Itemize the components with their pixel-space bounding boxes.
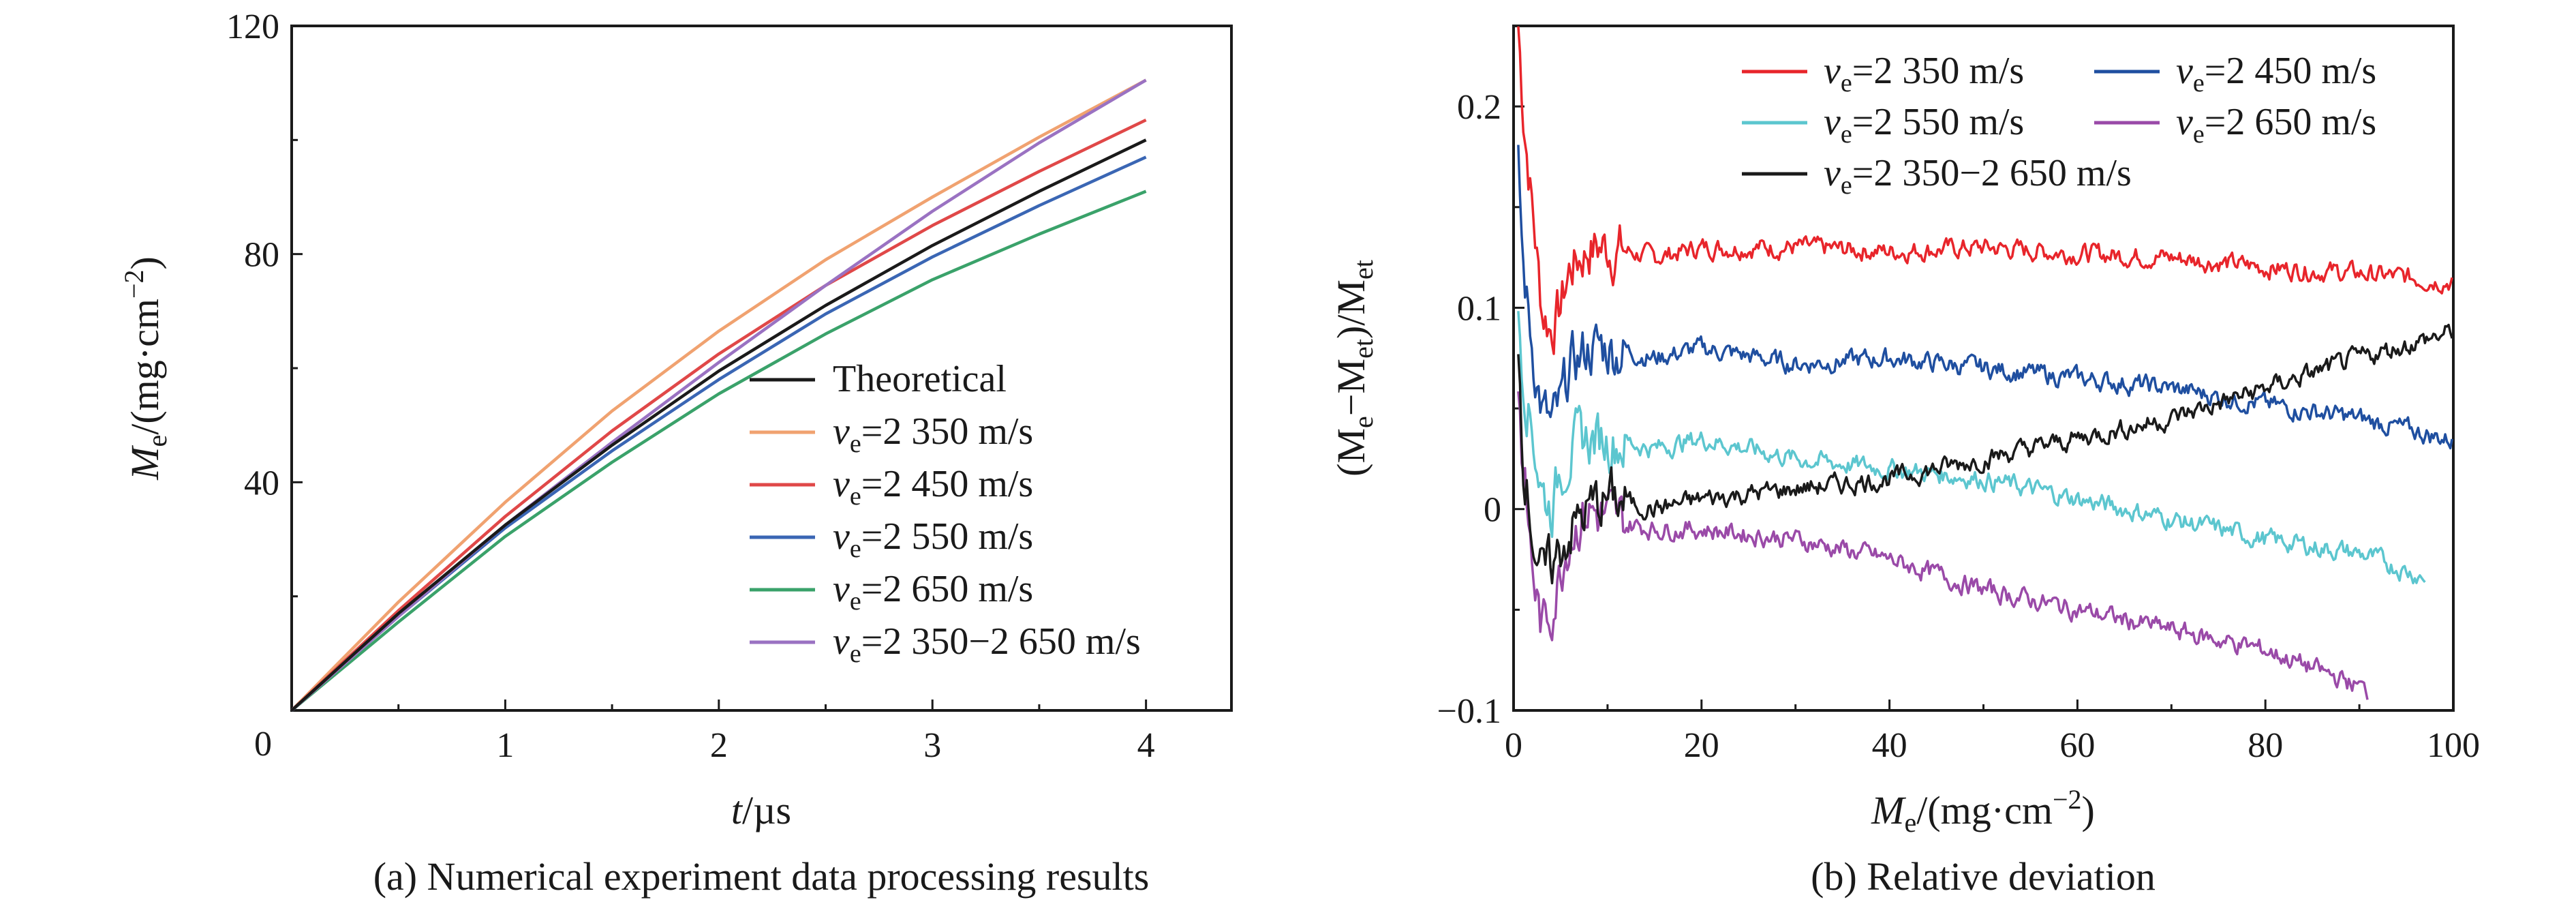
panel-b-y-tick-label: 0.1	[1457, 289, 1501, 328]
panel-a-y-tick-label: 40	[244, 464, 279, 502]
panel-b-x-tick-label: 40	[1872, 726, 1907, 765]
panel-a-y-tick-label: 120	[226, 7, 279, 46]
panel-b-series-line-1	[1517, 145, 2453, 450]
panel-b-y-label: (Me−Met)/Met	[1329, 260, 1379, 477]
panel-a-legend-label-0: Theoretical	[833, 358, 1007, 400]
panel-a-origin-tick: 0	[254, 725, 272, 764]
panel-b-series-line-0	[1517, 26, 2453, 355]
panel-b-x-tick-label: 100	[2427, 726, 2480, 765]
panel-a-x-tick-label: 4	[1137, 726, 1155, 765]
panel-a-legend-label-3: ve=2 550 m/s	[833, 515, 1033, 563]
panel-a-legend-label-4: ve=2 650 m/s	[833, 568, 1033, 616]
panel-b-y-tick-label: −0.1	[1437, 692, 1501, 731]
panel-a-series-line-4	[290, 190, 1147, 712]
panel-a-x-label: t/µs	[731, 788, 791, 832]
panel-a-series-line-1	[290, 78, 1147, 712]
panel-b-x-tick-label: 60	[2059, 726, 2095, 765]
panel-a-x-tick-label: 1	[496, 726, 514, 765]
panel-b-caption: (b) Relative deviation	[1811, 854, 2156, 899]
panel-a-series	[290, 78, 1147, 712]
panel-b-y-tick-label: 0.2	[1457, 88, 1501, 127]
panel-b-legend-label-3: ve=2 650 m/s	[2176, 101, 2376, 149]
panel-b-series-line-4	[1517, 323, 2453, 585]
panel-a-ticks: 1 2 3 4 40 80 120	[226, 7, 1155, 765]
panel-b-x-tick-label: 80	[2248, 726, 2283, 765]
panel-a-x-tick-label: 3	[923, 726, 941, 765]
panel-b-legend-label-0: ve=2 350 m/s	[1824, 50, 2024, 97]
panel-a-caption: (a) Numerical experiment data processing…	[373, 854, 1150, 899]
panel-b-x-label: Me/(mg·cm−2)	[1871, 784, 2095, 838]
panel-a-legend-label-5: ve=2 350−2 650 m/s	[833, 620, 1141, 668]
panel-a-legend-label-2: ve=2 450 m/s	[833, 463, 1033, 511]
panel-a: 1 2 3 4 40 80 120 Theoretical ve=2 350 m/s ve=2 …	[119, 7, 1233, 899]
panel-a-y-label: Me/(mg·cm−2)	[119, 256, 172, 481]
panel-b-legend: ve=2 350 m/s ve=2 450 m/sve=2 550 m/s ve=2…	[1742, 50, 2376, 200]
panel-a-y-tick-label: 80	[244, 236, 279, 275]
panel-b-legend-label-4: ve=2 350−2 650 m/s	[1824, 152, 2132, 200]
panel-b-series	[1517, 26, 2453, 700]
panel-a-legend-label-1: ve=2 350 m/s	[833, 410, 1033, 458]
panel-b-x-tick-label: 0	[1505, 726, 1522, 765]
panel-a-x-tick-label: 2	[710, 726, 728, 765]
panel-b-y-tick-label: 0	[1484, 491, 1501, 530]
panel-a-series-line-2	[290, 118, 1147, 712]
panel-b-series-line-3	[1517, 391, 2369, 700]
panel-a-series-line-0	[290, 138, 1147, 712]
panel-b-legend-label-2: ve=2 550 m/s	[1824, 101, 2024, 149]
panel-b-legend-label-1: ve=2 450 m/s	[2176, 50, 2376, 97]
panel-b-x-tick-label: 20	[1684, 726, 1719, 765]
panel-b-series-line-2	[1517, 311, 2426, 585]
